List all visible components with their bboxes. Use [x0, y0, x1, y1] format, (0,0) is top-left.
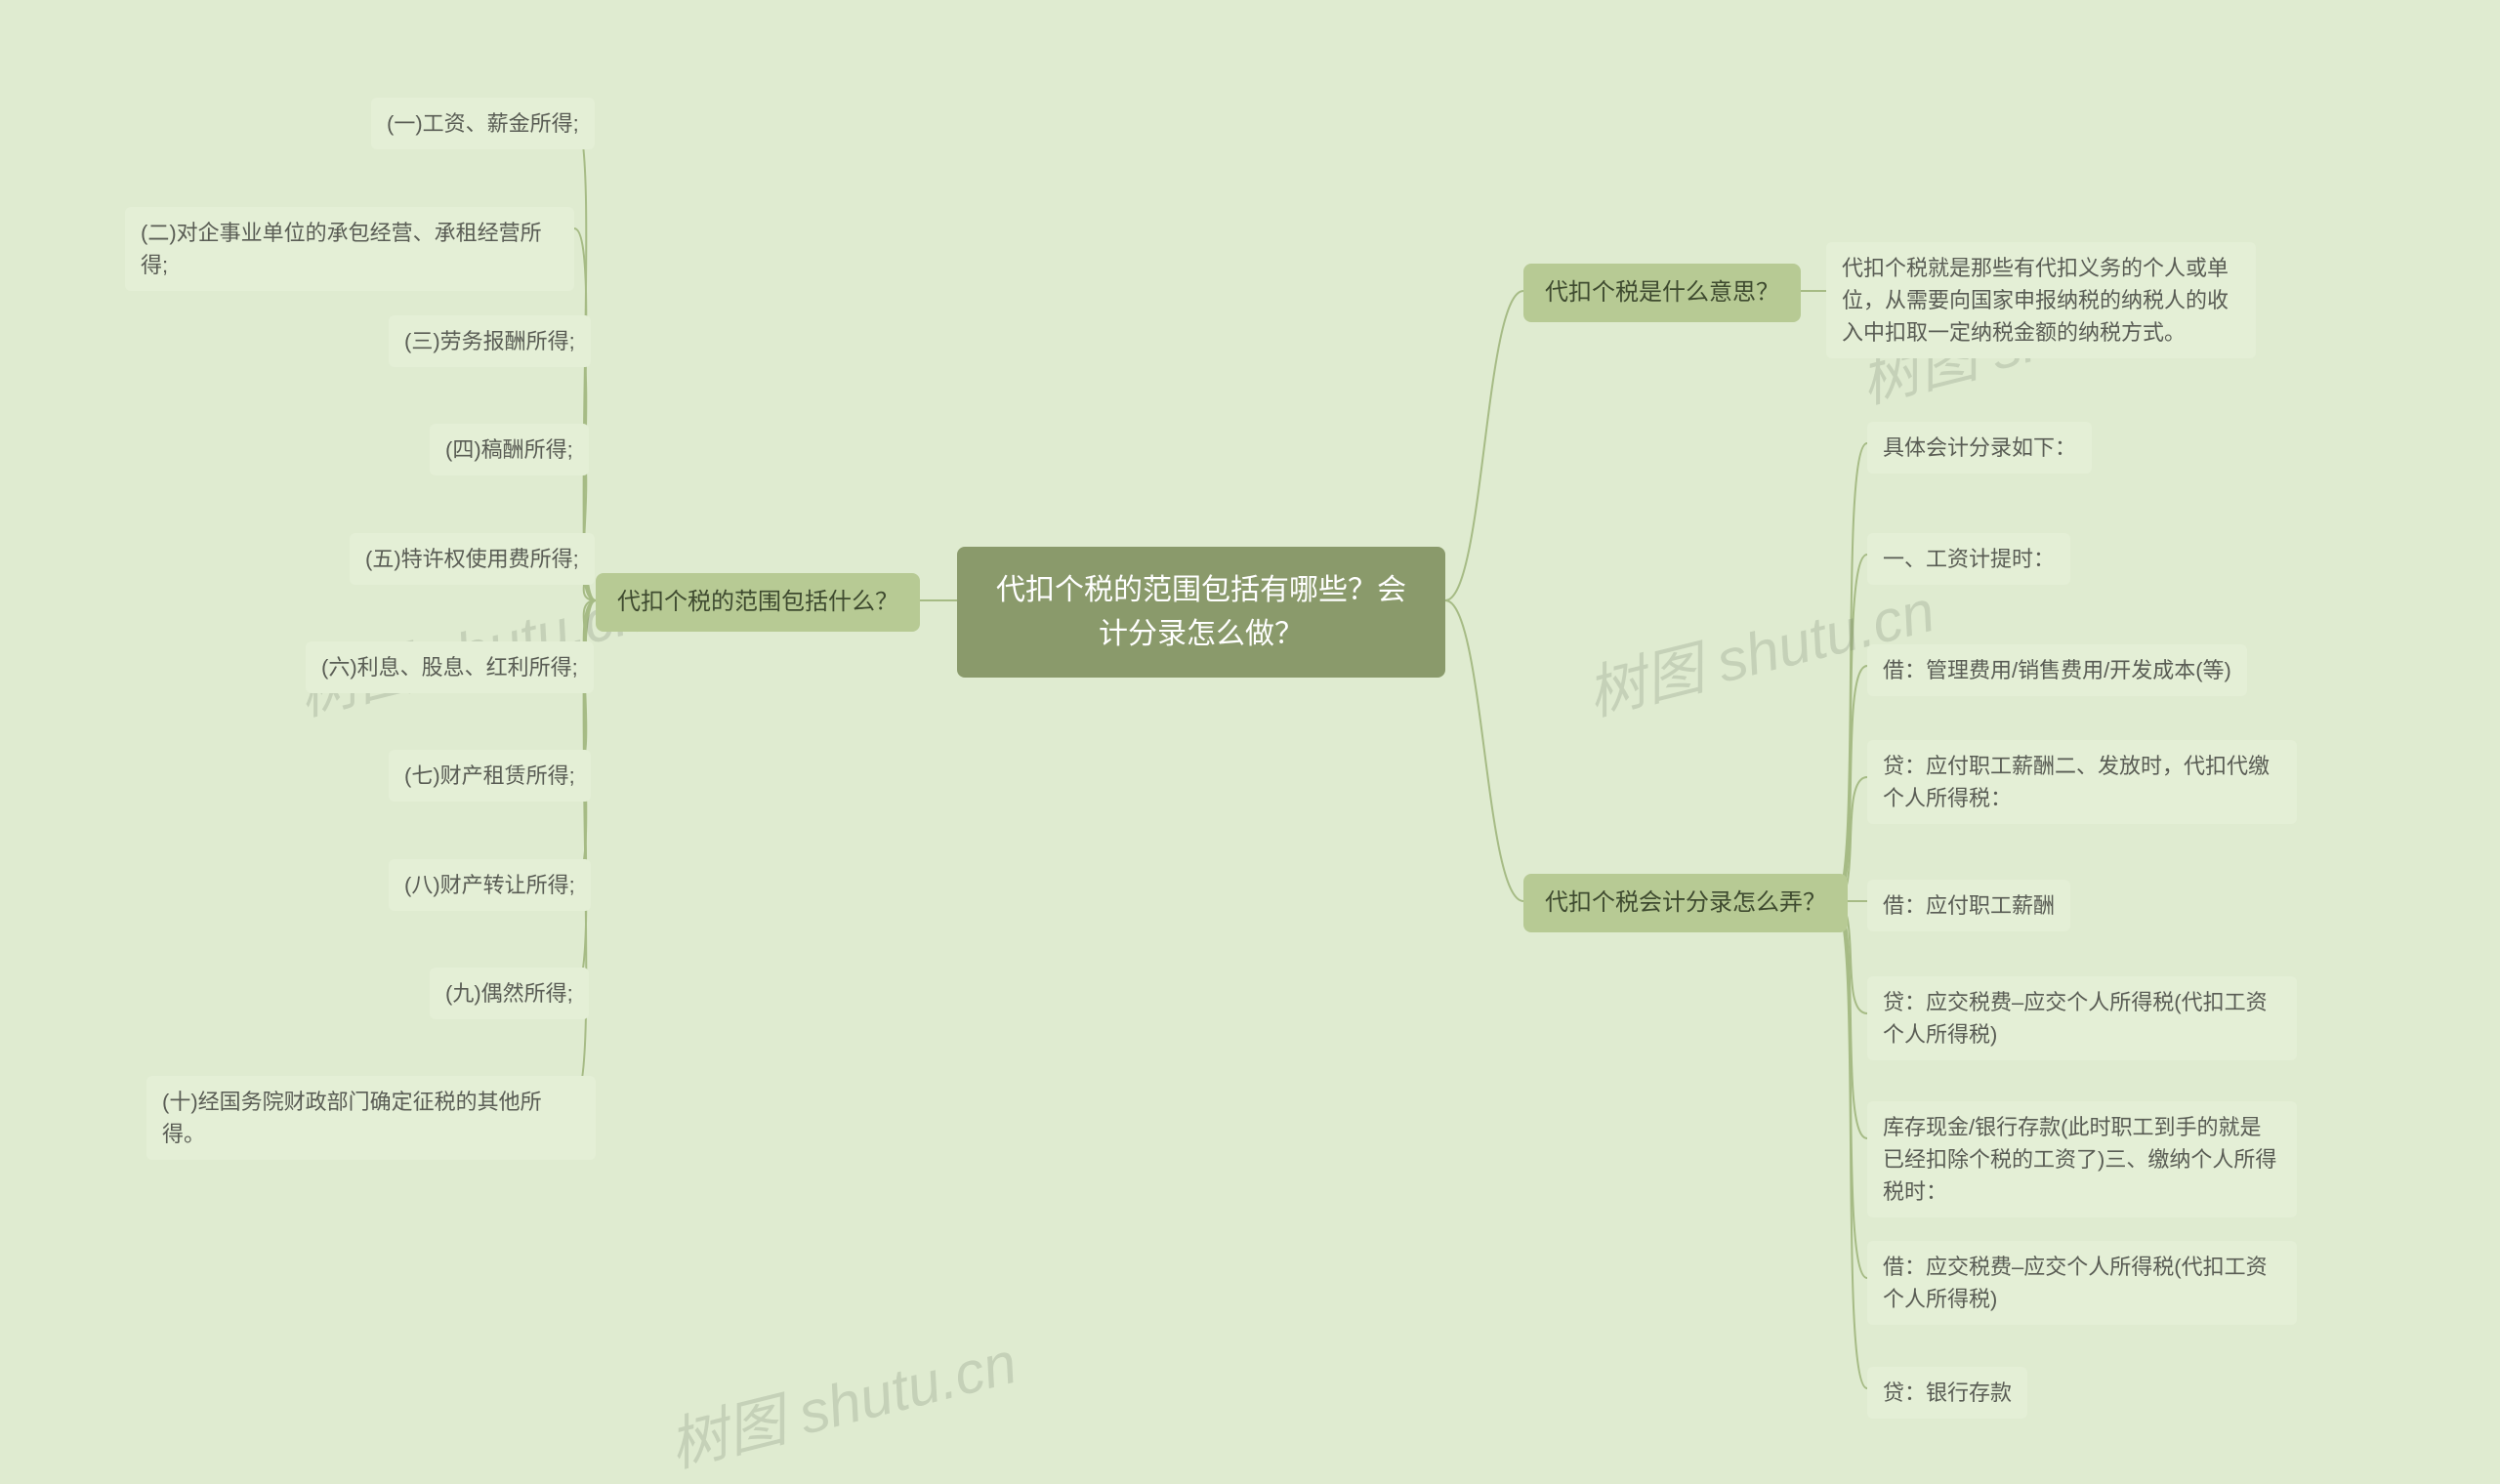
leaf-l10[interactable]: (十)经国务院财政部门确定征税的其他所得。 [146, 1076, 596, 1160]
branch-r1[interactable]: 代扣个税是什么意思？ [1523, 264, 1801, 322]
leaf-l6[interactable]: (六)利息、股息、红利所得; [306, 641, 594, 693]
watermark: 树图 shutu.cn [659, 1315, 1024, 1483]
leaf-r2i[interactable]: 贷：银行存款 [1867, 1367, 2027, 1419]
leaf-r2a[interactable]: 具体会计分录如下： [1867, 422, 2092, 474]
leaf-l5[interactable]: (五)特许权使用费所得; [350, 533, 595, 585]
leaf-r2h[interactable]: 借：应交税费–应交个人所得税(代扣工资个人所得税) [1867, 1241, 2297, 1325]
leaf-r2b[interactable]: 一、工资计提时： [1867, 533, 2070, 585]
leaf-l8[interactable]: (八)财产转让所得; [389, 859, 591, 911]
leaf-l9[interactable]: (九)偶然所得; [430, 968, 589, 1019]
leaf-r2d[interactable]: 贷：应付职工薪酬二、发放时，代扣代缴个人所得税： [1867, 740, 2297, 824]
leaf-r2e[interactable]: 借：应付职工薪酬 [1867, 880, 2070, 931]
leaf-l3[interactable]: (三)劳务报酬所得; [389, 315, 591, 367]
leaf-r1a[interactable]: 代扣个税就是那些有代扣义务的个人或单位，从需要向国家申报纳税的纳税人的收入中扣取… [1826, 242, 2256, 358]
leaf-r2c[interactable]: 借：管理费用/销售费用/开发成本(等) [1867, 644, 2247, 696]
branch-r2[interactable]: 代扣个税会计分录怎么弄？ [1523, 874, 1848, 932]
branch-left[interactable]: 代扣个税的范围包括什么？ [596, 573, 920, 632]
leaf-r2f[interactable]: 贷：应交税费–应交个人所得税(代扣工资个人所得税) [1867, 976, 2297, 1060]
leaf-l4[interactable]: (四)稿酬所得; [430, 424, 589, 475]
leaf-r2g[interactable]: 库存现金/银行存款(此时职工到手的就是已经扣除个税的工资了)三、缴纳个人所得税时… [1867, 1101, 2297, 1217]
leaf-l1[interactable]: (一)工资、薪金所得; [371, 98, 595, 149]
leaf-l2[interactable]: (二)对企事业单位的承包经营、承租经营所得; [125, 207, 574, 291]
leaf-l7[interactable]: (七)财产租赁所得; [389, 750, 591, 802]
mindmap-root[interactable]: 代扣个税的范围包括有哪些？会计分录怎么做？ [957, 547, 1445, 678]
